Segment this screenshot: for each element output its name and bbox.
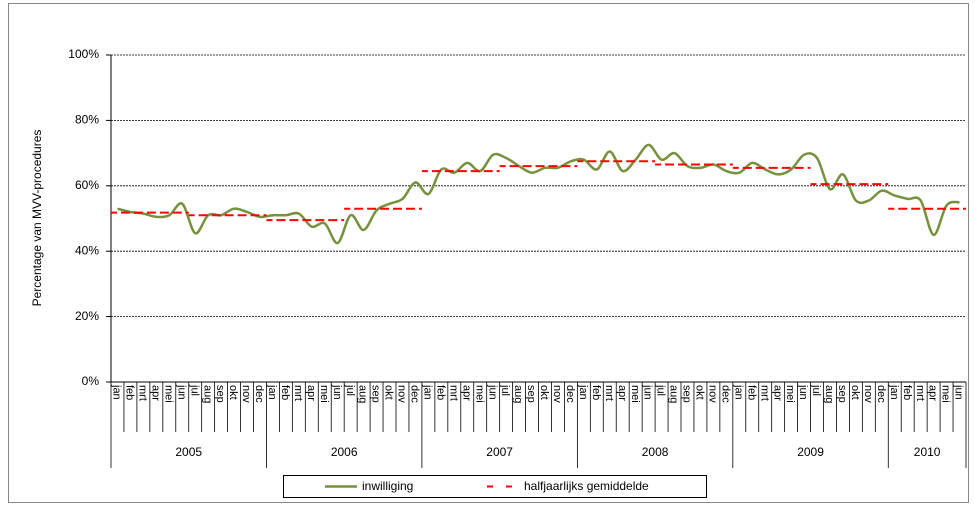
x-tick-label: feb (901, 385, 913, 400)
x-tick-label: jul (344, 384, 356, 396)
x-tick-label: jan (421, 384, 433, 400)
x-tick-label: jun (953, 384, 965, 400)
x-tick-label: mrt (136, 385, 148, 401)
x-tick-label: mei (318, 385, 330, 403)
x-tick-label: apr (460, 385, 472, 401)
x-tick-label: aug (512, 385, 524, 403)
x-tick-label: apr (616, 385, 628, 401)
x-tick-label: jan (266, 384, 278, 400)
x-tick-label: dec (253, 385, 265, 403)
x-tick-label: jul (188, 384, 200, 396)
y-tick-label: 100% (68, 47, 99, 61)
chart-frame (8, 3, 969, 503)
legend-label: halfjaarlijks gemiddelde (524, 479, 649, 493)
x-tick-label: feb (590, 385, 602, 400)
y-tick-label: 80% (75, 113, 99, 127)
x-tick-label: jul (810, 384, 822, 396)
y-tick-label: 0% (82, 374, 100, 388)
x-tick-label: apr (771, 385, 783, 401)
x-tick-label: mei (629, 385, 641, 403)
x-tick-label: mei (940, 385, 952, 403)
x-tick-label: mrt (603, 385, 615, 401)
x-tick-label: dec (875, 385, 887, 403)
x-tick-label: sep (214, 385, 226, 403)
x-tick-label: apr (305, 385, 317, 401)
x-tick-label: okt (383, 385, 395, 400)
x-tick-label: mrt (447, 385, 459, 401)
x-tick-label: jun (486, 384, 498, 400)
y-tick-label: 40% (75, 243, 99, 257)
x-tick-label: jun (797, 384, 809, 400)
year-label: 2005 (175, 445, 202, 459)
x-tick-label: feb (279, 385, 291, 400)
x-tick-label: sep (681, 385, 693, 403)
x-tick-label: mrt (758, 385, 770, 401)
x-tick-label: mrt (292, 385, 304, 401)
x-tick-label: jan (577, 384, 589, 400)
x-tick-label: jul (655, 384, 667, 396)
x-tick-label: okt (538, 385, 550, 400)
x-tick-label: feb (124, 385, 136, 400)
x-tick-label: dec (564, 385, 576, 403)
y-axis-label: Percentage van MVV-procedures (30, 130, 44, 307)
x-tick-label: jan (888, 384, 900, 400)
x-tick-label: mrt (914, 385, 926, 401)
year-label: 2010 (914, 445, 941, 459)
x-tick-label: jun (175, 384, 187, 400)
x-tick-label: nov (396, 385, 408, 403)
x-tick-label: aug (201, 385, 213, 403)
x-tick-label: jun (642, 384, 654, 400)
x-tick-label: apr (927, 385, 939, 401)
x-tick-label: feb (434, 385, 446, 400)
year-label: 2009 (797, 445, 824, 459)
x-tick-label: okt (694, 385, 706, 400)
y-tick-label: 20% (75, 309, 99, 323)
year-label: 2006 (331, 445, 358, 459)
x-tick-label: aug (668, 385, 680, 403)
x-tick-label: jan (111, 384, 123, 400)
line-series (117, 143, 960, 245)
x-tick-label: sep (370, 385, 382, 403)
year-label: 2008 (642, 445, 669, 459)
x-tick-label: aug (357, 385, 369, 403)
x-tick-label: nov (862, 385, 874, 403)
x-tick-label: jan (732, 384, 744, 400)
x-tick-label: mei (784, 385, 796, 403)
x-tick-label: apr (149, 385, 161, 401)
x-tick-label: aug (823, 385, 835, 403)
x-tick-label: jul (499, 384, 511, 396)
x-tick-label: nov (240, 385, 252, 403)
x-tick-label: jun (331, 384, 343, 400)
year-label: 2007 (486, 445, 513, 459)
x-tick-label: nov (706, 385, 718, 403)
legend-label: inwilliging (362, 479, 413, 493)
x-tick-label: nov (551, 385, 563, 403)
x-tick-label: dec (409, 385, 421, 403)
x-tick-label: mei (473, 385, 485, 403)
legend-box (283, 475, 707, 498)
x-tick-label: mei (162, 385, 174, 403)
x-tick-label: feb (745, 385, 757, 400)
x-tick-label: sep (525, 385, 537, 403)
x-tick-label: okt (227, 385, 239, 400)
x-tick-label: okt (849, 385, 861, 400)
y-tick-label: 60% (75, 178, 99, 192)
x-tick-label: sep (836, 385, 848, 403)
x-tick-label: dec (719, 385, 731, 403)
